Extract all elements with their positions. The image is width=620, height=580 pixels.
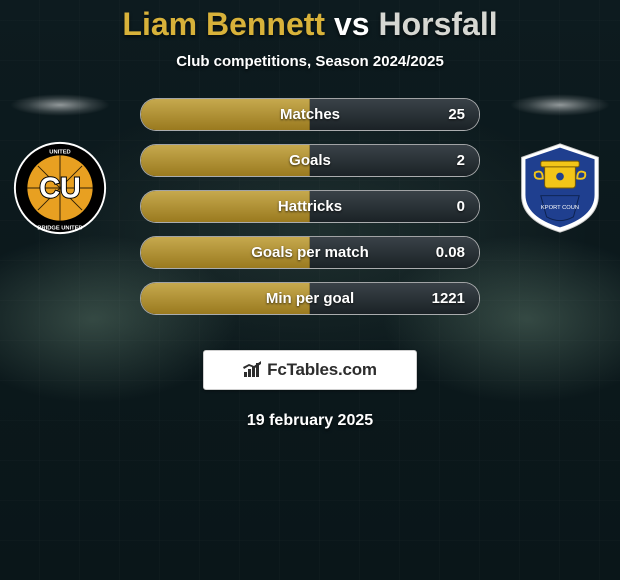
svg-text:BRIDGE UNITED: BRIDGE UNITED [37, 225, 82, 231]
svg-text:KPORT COUN: KPORT COUN [541, 205, 579, 211]
player-left-column: CU UNITED BRIDGE UNITED [0, 94, 120, 236]
page-title: Liam Bennett vs Horsfall [0, 6, 620, 43]
brand-badge[interactable]: FcTables.com [203, 350, 417, 390]
brand-text: FcTables.com [267, 360, 377, 380]
stat-label: Min per goal [201, 290, 419, 307]
comparison-area: CU UNITED BRIDGE UNITED [0, 98, 620, 328]
stat-bar: Hattricks0 [140, 190, 480, 223]
bar-chart-icon [243, 361, 265, 379]
stat-bar: Min per goal1221 [140, 282, 480, 315]
stat-label: Goals per match [201, 244, 419, 261]
date-label: 19 february 2025 [0, 412, 620, 430]
stat-bar: Matches25 [140, 98, 480, 131]
stat-value-right: 25 [419, 106, 479, 123]
title-player-right: Horsfall [378, 6, 497, 42]
stockport-county-logo-icon: KPORT COUN [512, 140, 608, 236]
player-right-column: KPORT COUN [500, 94, 620, 236]
stat-value-right: 0.08 [419, 244, 479, 261]
stat-value-right: 0 [419, 198, 479, 215]
club-crest-right: KPORT COUN [512, 140, 608, 236]
stat-label: Goals [201, 152, 419, 169]
svg-text:CU: CU [39, 172, 81, 204]
subtitle: Club competitions, Season 2024/2025 [0, 53, 620, 70]
player-shadow-left [10, 94, 110, 116]
stat-bar: Goals2 [140, 144, 480, 177]
club-crest-left: CU UNITED BRIDGE UNITED [12, 140, 108, 236]
cambridge-united-logo-icon: CU UNITED BRIDGE UNITED [12, 140, 108, 236]
svg-text:UNITED: UNITED [49, 149, 70, 155]
comparison-card: Liam Bennett vs Horsfall Club competitio… [0, 0, 620, 430]
stat-value-right: 2 [419, 152, 479, 169]
stat-label: Matches [201, 106, 419, 123]
stat-value-right: 1221 [419, 290, 479, 307]
title-vs: vs [334, 6, 370, 42]
stat-label: Hattricks [201, 198, 419, 215]
player-shadow-right [510, 94, 610, 116]
stat-bars: Matches25 Goals2 Hattricks0 Goals per match… [140, 98, 480, 315]
stat-bar: Goals per match0.08 [140, 236, 480, 269]
title-player-left: Liam Bennett [122, 6, 325, 42]
